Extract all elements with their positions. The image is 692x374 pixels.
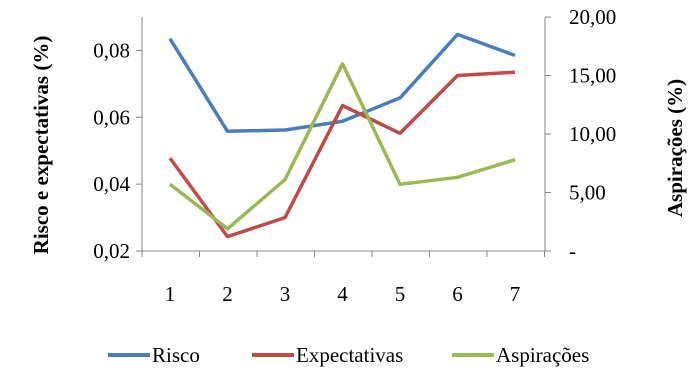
right-y-tick-label: 10,00 <box>569 122 616 146</box>
x-tick-label: 4 <box>337 282 348 306</box>
x-tick-label: 5 <box>395 282 406 306</box>
legend-label: Expectativas <box>296 343 403 367</box>
plot-axes <box>141 17 546 252</box>
right-y-tick-label: 15,00 <box>569 64 616 88</box>
legend-label: Risco <box>152 343 200 367</box>
x-tick-label: 2 <box>222 282 233 306</box>
left-y-axis-title: Risco e expectativas (%) <box>29 36 53 255</box>
right-y-axis-title: Aspirações (%) <box>663 79 687 217</box>
left-y-tick-label: 0,08 <box>93 38 130 62</box>
x-tick-label: 1 <box>165 282 176 306</box>
left-y-tick-label: 0,06 <box>93 105 130 129</box>
legend: Risco Expectativas Aspirações <box>108 343 589 367</box>
left-y-tick-label: 0,02 <box>93 239 130 263</box>
right-y-ticks: - 5,00 10,00 15,00 20,00 <box>545 5 616 263</box>
series-lines <box>168 32 516 239</box>
legend-label: Aspirações <box>496 343 589 367</box>
x-tick-label: 7 <box>510 282 521 306</box>
series-line-risco <box>168 32 516 134</box>
x-ticks: 1 2 3 4 5 6 7 <box>141 251 545 306</box>
right-y-tick-label: 5,00 <box>569 181 606 205</box>
left-y-tick-label: 0,04 <box>93 172 130 196</box>
left-y-ticks: 0,02 0,04 0,06 0,08 <box>93 38 142 263</box>
x-tick-label: 3 <box>280 282 291 306</box>
right-y-tick-label: 20,00 <box>569 5 616 29</box>
series-line-expectativas <box>168 70 516 239</box>
series-line-aspiracoes <box>168 62 516 231</box>
right-y-tick-label: - <box>569 239 576 263</box>
x-tick-label: 6 <box>452 282 463 306</box>
